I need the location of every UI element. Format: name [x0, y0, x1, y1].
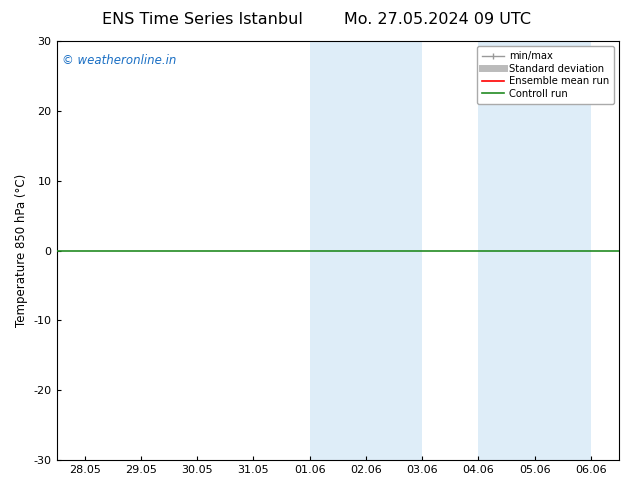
- Bar: [479, 41, 591, 460]
- Y-axis label: Temperature 850 hPa (°C): Temperature 850 hPa (°C): [15, 174, 28, 327]
- Text: ENS Time Series Istanbul        Mo. 27.05.2024 09 UTC: ENS Time Series Istanbul Mo. 27.05.2024 …: [103, 12, 531, 27]
- Text: © weatheronline.in: © weatheronline.in: [62, 53, 176, 67]
- Legend: min/max, Standard deviation, Ensemble mean run, Controll run: min/max, Standard deviation, Ensemble me…: [477, 46, 614, 103]
- Bar: [309, 41, 422, 460]
